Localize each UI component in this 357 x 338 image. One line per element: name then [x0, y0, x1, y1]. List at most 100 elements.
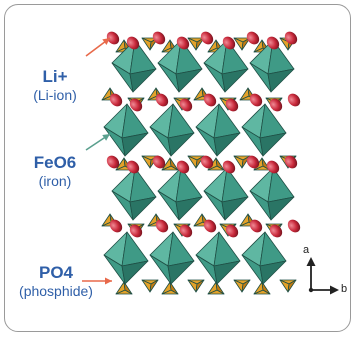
- phosphide-label-sub: (phosphide): [19, 283, 93, 299]
- octahedron-face: [259, 132, 287, 157]
- li-ion-sphere: [225, 98, 239, 112]
- li-ion-sphere: [287, 93, 301, 107]
- feo6-octahedron: [241, 231, 287, 285]
- octahedron-face: [175, 68, 203, 93]
- octahedron-face: [267, 68, 295, 93]
- li-ion-sphere: [155, 93, 169, 107]
- tetrahedron-face: [241, 37, 251, 51]
- label-pointers: [82, 37, 112, 285]
- tetrahedron-face: [261, 281, 271, 295]
- po4-tetrahedron: [233, 37, 251, 51]
- po4-tetrahedron: [187, 37, 205, 51]
- li-ion-sphere: [109, 219, 123, 233]
- pointer-arrowhead: [102, 134, 110, 141]
- li-ion-sphere: [106, 31, 120, 45]
- feo6-octahedron: [249, 167, 295, 221]
- pointer-arrowhead: [105, 277, 112, 285]
- li-ion-sphere: [106, 155, 120, 169]
- li-ion-sphere: [266, 36, 280, 50]
- pointer-arrowhead: [102, 38, 110, 45]
- li-ion-sphere: [200, 31, 214, 45]
- tetrahedron-face: [169, 157, 179, 171]
- tetrahedron-face: [215, 281, 225, 295]
- li-ion-sphere: [129, 224, 143, 238]
- tetrahedron-face: [149, 279, 159, 293]
- octahedron-face: [167, 132, 195, 157]
- po4-tetrahedron: [115, 281, 133, 295]
- po4-tetrahedron: [161, 157, 179, 171]
- axis-indicator: [306, 257, 339, 295]
- iron-label-main: FeO6: [33, 153, 77, 172]
- li-ion-sphere: [284, 155, 298, 169]
- li-ion-sphere: [269, 224, 283, 238]
- li-ion-sphere: [155, 219, 169, 233]
- li-ion-sphere: [287, 219, 301, 233]
- li-ion-sphere: [109, 93, 123, 107]
- li-ion-sphere: [176, 160, 190, 174]
- tetrahedron-face: [241, 279, 251, 293]
- iron-label-sub: (iron): [38, 173, 72, 189]
- feo6-octahedron: [203, 167, 249, 221]
- li-ion-sphere: [126, 160, 140, 174]
- po4-tetrahedron: [233, 279, 251, 293]
- octahedron-face: [175, 167, 203, 203]
- feo6-octahedron: [157, 167, 203, 221]
- po4-tetrahedron: [253, 281, 271, 295]
- octahedron-face: [213, 132, 241, 157]
- po4-tetrahedron: [115, 39, 133, 53]
- li-ion-sphere: [249, 219, 263, 233]
- tetrahedron-face: [169, 281, 179, 295]
- feo6-octahedron: [149, 231, 195, 285]
- octahedron-face: [221, 167, 249, 203]
- li-ion-sphere: [129, 98, 143, 112]
- iron-octahedra: [103, 39, 295, 285]
- tetrahedron-face: [287, 279, 297, 293]
- li-ion-sphere: [222, 160, 236, 174]
- feo6-octahedron: [149, 103, 195, 157]
- li-ion-sphere: [200, 155, 214, 169]
- li-ion-label: Li+ (Li-ion): [10, 68, 100, 104]
- octahedron-face: [259, 260, 287, 285]
- feo6-octahedron: [103, 231, 149, 285]
- tetrahedron-face: [195, 37, 205, 51]
- octahedron-face: [167, 231, 195, 267]
- octahedron-face: [221, 68, 249, 93]
- po4-tetrahedron: [207, 281, 225, 295]
- tetrahedron-face: [123, 281, 133, 295]
- li-ion-sphere: [203, 93, 217, 107]
- feo6-octahedron: [195, 103, 241, 157]
- phosphide-label: PO4 (phosphide): [6, 264, 106, 300]
- li-ion-sphere: [179, 98, 193, 112]
- li-ion-sphere: [249, 93, 263, 107]
- octahedron-face: [121, 260, 149, 285]
- phosphide-label-main: PO4: [38, 263, 74, 282]
- feo6-octahedron: [195, 231, 241, 285]
- axis-b-label: b: [341, 283, 348, 295]
- li-ion-sphere: [269, 98, 283, 112]
- octahedron-face: [259, 231, 287, 267]
- octahedron-face: [213, 260, 241, 285]
- li-ion-sphere: [179, 224, 193, 238]
- li-ion-sphere: [284, 31, 298, 45]
- axis-a-label: a: [303, 244, 310, 256]
- li-ion-sphere: [152, 155, 166, 169]
- li-ion-sphere: [152, 31, 166, 45]
- tetrahedron-face: [195, 279, 205, 293]
- po4-tetrahedron: [279, 279, 297, 293]
- octahedron-face: [121, 132, 149, 157]
- iron-label: FeO6 (iron): [10, 154, 100, 190]
- feo6-octahedron: [103, 103, 149, 157]
- feo6-octahedron: [241, 103, 287, 157]
- li-ion-sphere: [225, 224, 239, 238]
- li-ion-label-main: Li+: [42, 67, 68, 86]
- po4-tetrahedron: [233, 155, 251, 169]
- lithium-ions: [106, 31, 301, 238]
- li-ion-sphere: [222, 36, 236, 50]
- octahedron-face: [175, 196, 203, 221]
- octahedron-face: [221, 196, 249, 221]
- li-ion-sphere: [246, 31, 260, 45]
- octahedron-face: [121, 231, 149, 267]
- octahedron-face: [167, 260, 195, 285]
- li-ion-sphere: [176, 36, 190, 50]
